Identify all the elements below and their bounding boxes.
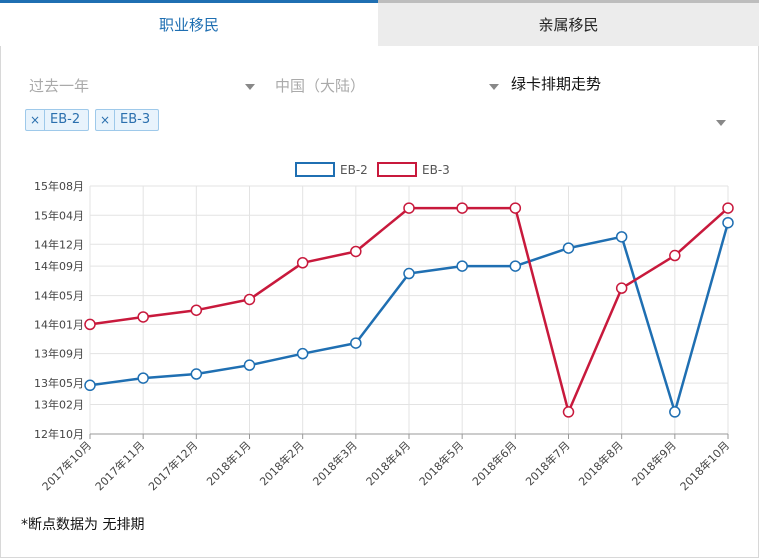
- tag-eb3: × EB-3: [95, 109, 159, 131]
- view-select[interactable]: 绿卡排期走势: [511, 73, 601, 94]
- view-select-value: 绿卡排期走势: [511, 75, 602, 93]
- tags-chevron-down-icon[interactable]: [716, 120, 726, 126]
- footnote: *断点数据为 无排期: [21, 517, 145, 533]
- region-select[interactable]: 中国（大陆）: [275, 75, 365, 96]
- tag-eb2-label: EB-2: [50, 112, 81, 127]
- period-select-value: 过去一年: [29, 77, 90, 95]
- tag-eb3-remove-icon[interactable]: ×: [96, 110, 115, 130]
- tab-employment-immigration[interactable]: 职业移民: [0, 0, 378, 46]
- tag-eb2: × EB-2: [25, 109, 89, 131]
- tag-eb2-remove-icon[interactable]: ×: [26, 110, 45, 130]
- tab-family-immigration[interactable]: 亲属移民: [378, 0, 759, 46]
- tag-eb3-label: EB-3: [120, 112, 151, 127]
- tab-bar: 职业移民 亲属移民: [0, 0, 759, 46]
- period-chevron-down-icon[interactable]: [245, 84, 255, 90]
- region-select-value: 中国（大陆）: [275, 77, 366, 95]
- region-chevron-down-icon[interactable]: [489, 84, 499, 90]
- period-select[interactable]: 过去一年: [29, 75, 89, 96]
